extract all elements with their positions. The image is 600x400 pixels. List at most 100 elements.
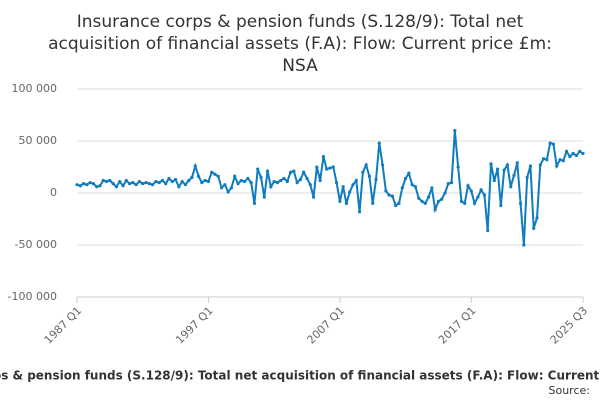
- data-point: [505, 163, 510, 167]
- data-point: [568, 155, 572, 159]
- data-point: [196, 174, 201, 178]
- data-point: [535, 216, 539, 220]
- data-point: [144, 181, 148, 185]
- data-point: [394, 203, 398, 208]
- data-point: [111, 182, 115, 186]
- data-point: [532, 226, 536, 230]
- data-point: [75, 183, 79, 187]
- data-point: [98, 184, 102, 188]
- data-point: [436, 199, 441, 203]
- data-point: [518, 201, 523, 205]
- data-point: [548, 141, 552, 145]
- data-point: [581, 151, 585, 156]
- data-point: [453, 129, 457, 133]
- y-tick-label: 0: [50, 186, 57, 199]
- data-point: [282, 176, 286, 181]
- data-point: [525, 175, 529, 179]
- data-point: [502, 168, 506, 172]
- data-point: [492, 178, 496, 183]
- data-point: [95, 185, 99, 189]
- data-point: [371, 201, 375, 205]
- data-point: [348, 190, 352, 194]
- data-point: [489, 162, 493, 166]
- data-point: [239, 178, 243, 183]
- data-point: [325, 167, 329, 171]
- data-point: [311, 195, 316, 199]
- data-point: [213, 172, 217, 176]
- data-point: [147, 182, 151, 186]
- data-point: [141, 182, 145, 186]
- data-point: [85, 183, 89, 187]
- data-point: [476, 195, 480, 199]
- data-point: [354, 178, 358, 183]
- legend-entry: Insurance corps & pension funds (S.128/9…: [0, 369, 600, 383]
- data-point: [229, 186, 234, 190]
- data-point: [203, 178, 207, 183]
- data-point: [486, 228, 490, 233]
- data-point: [564, 149, 569, 153]
- data-point: [558, 158, 562, 162]
- data-point: [571, 151, 575, 156]
- data-point: [183, 183, 188, 187]
- data-point: [449, 181, 454, 185]
- data-point: [150, 183, 155, 187]
- data-point: [495, 167, 500, 171]
- data-point: [223, 183, 227, 187]
- data-point: [331, 165, 335, 169]
- data-point: [390, 194, 395, 198]
- data-point: [246, 176, 250, 181]
- data-point: [124, 178, 128, 183]
- data-point: [160, 178, 165, 183]
- data-point: [131, 181, 135, 185]
- data-point: [423, 201, 427, 205]
- data-point: [114, 185, 119, 189]
- data-point: [380, 163, 385, 167]
- data-point: [499, 203, 503, 208]
- data-point: [127, 182, 132, 186]
- data-point: [578, 149, 582, 153]
- data-point: [318, 178, 322, 183]
- data-point: [479, 188, 483, 192]
- data-point: [328, 166, 332, 170]
- data-point: [269, 185, 273, 189]
- chart-title: acquisition of financial assets (F.A): F…: [48, 34, 552, 54]
- data-point: [545, 158, 549, 162]
- data-point: [81, 182, 86, 186]
- data-point: [78, 184, 82, 188]
- data-point: [351, 183, 355, 187]
- data-point: [446, 182, 450, 186]
- data-point: [357, 210, 362, 214]
- data-point: [555, 164, 559, 168]
- data-point: [407, 171, 411, 175]
- data-point: [361, 170, 365, 174]
- data-point: [121, 184, 125, 188]
- x-tick-label: 2025 Q3: [548, 304, 591, 347]
- data-point: [180, 179, 184, 184]
- data-point: [242, 179, 247, 184]
- source: Source:: [549, 384, 591, 397]
- data-point: [288, 170, 293, 174]
- data-point: [410, 183, 414, 187]
- series-line: [76, 130, 584, 246]
- data-point: [265, 169, 270, 173]
- y-tick-label: 100 000: [12, 82, 58, 95]
- data-point: [472, 201, 477, 205]
- data-point: [157, 181, 161, 185]
- data-point: [187, 178, 191, 183]
- data-point: [515, 161, 519, 165]
- data-point: [430, 186, 434, 190]
- data-point: [344, 201, 349, 205]
- data-point: [88, 181, 92, 185]
- data-point: [170, 179, 174, 184]
- x-tick-label: 2017 Q1: [436, 304, 479, 347]
- data-point: [200, 181, 204, 185]
- y-tick-label: 50 000: [19, 134, 58, 147]
- data-point: [233, 174, 237, 178]
- data-point: [551, 142, 556, 146]
- data-point: [262, 195, 266, 199]
- data-point: [305, 176, 309, 181]
- data-point: [466, 184, 470, 188]
- data-point: [210, 170, 214, 174]
- data-point: [285, 179, 289, 184]
